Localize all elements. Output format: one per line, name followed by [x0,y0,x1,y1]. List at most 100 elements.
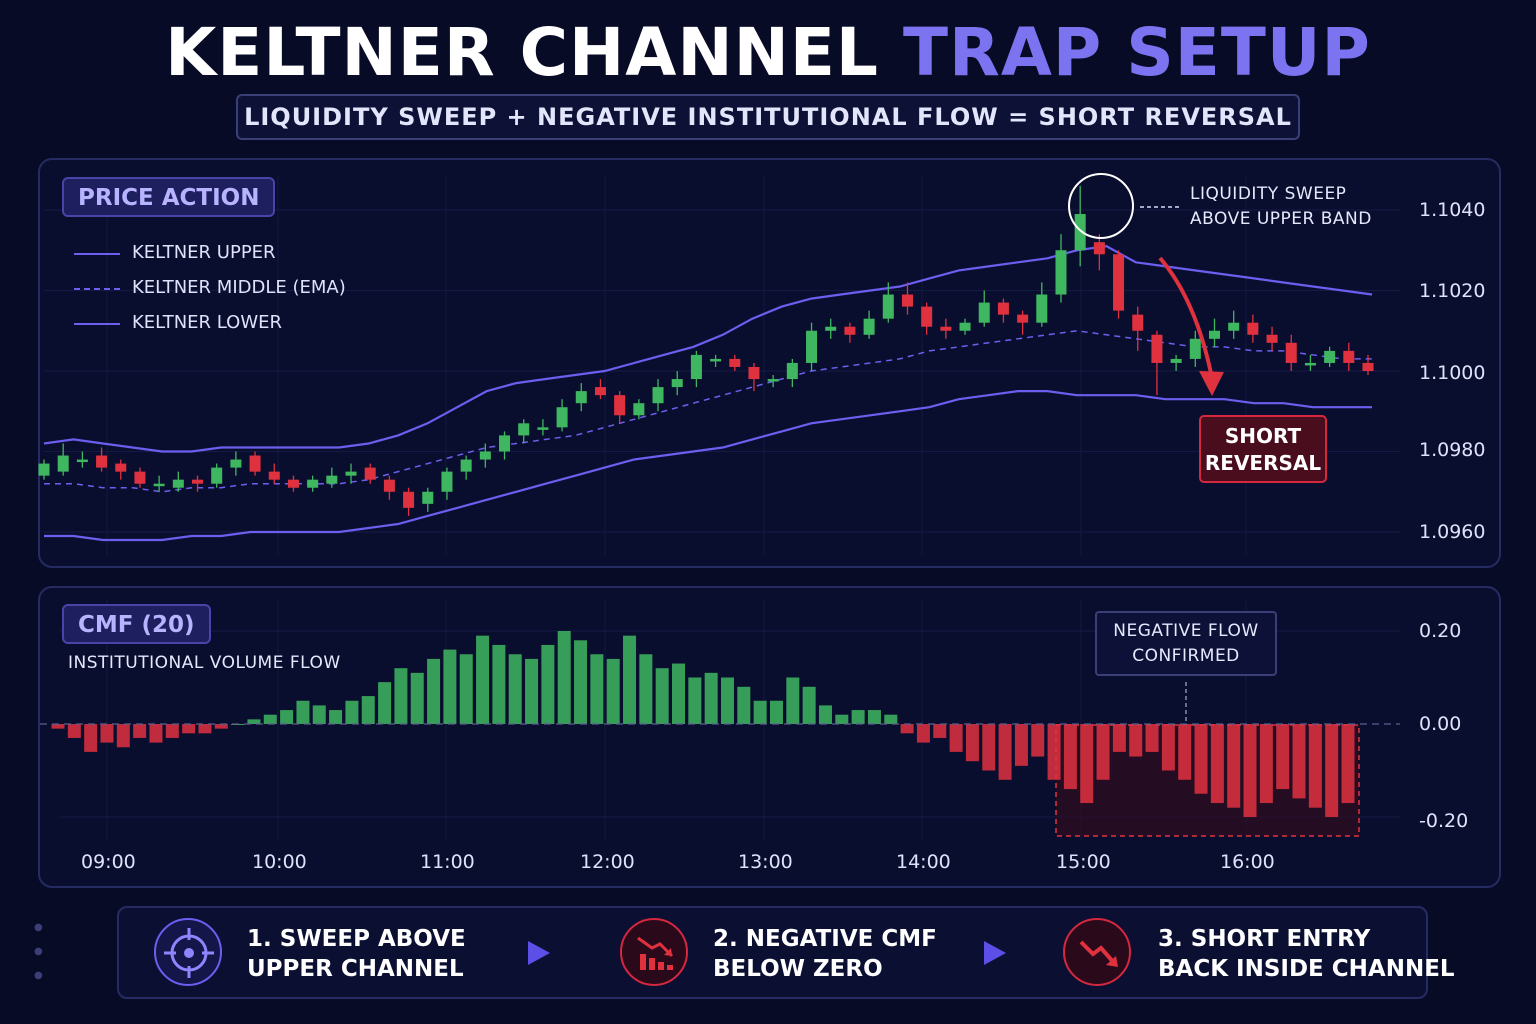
cmf-bar [802,686,816,724]
candle [1266,334,1278,343]
candle [422,491,434,504]
cmf-bar [851,710,865,724]
price-panel-tag: PRICE ACTION [62,177,276,217]
decor-dot: ● [34,970,43,981]
cmf-bar [1096,724,1110,780]
candle [57,455,69,472]
keltner-middle-line [44,330,1372,493]
candle [1017,314,1029,323]
page-title: KELTNER CHANNEL TRAP SETUP [0,14,1536,91]
legend-middle-label: KELTNER MIDDLE (EMA) [132,277,346,298]
cmf-bar [1325,724,1339,817]
cmf-bar [1308,724,1322,808]
candle [1285,342,1297,363]
cmf-bar [949,724,963,752]
cmf-bar [1259,724,1273,804]
cmf-bar [345,700,359,724]
candle [326,475,338,484]
negative-flow-line2: CONFIRMED [1132,646,1240,666]
falling-bars-icon [620,918,688,986]
candle [1247,322,1259,335]
candle [1343,350,1355,363]
candle [287,479,299,488]
legend-lower-swatch [74,323,120,325]
candle [901,294,913,307]
cmf-bar [998,724,1012,780]
cmf-y-tick: 0.20 [1419,620,1462,642]
trend-down-glyph [1079,940,1118,967]
candle [172,479,184,488]
page-subtitle: LIQUIDITY SWEEP + NEGATIVE INSTITUTIONAL… [236,94,1300,140]
cmf-bar [1161,724,1175,771]
trend-down-icon [1063,918,1131,986]
cmf-bar [1031,724,1045,757]
x-tick: 09:00 [81,851,136,873]
cmf-bar [247,719,261,724]
candle [211,467,223,484]
candle [652,387,664,404]
cmf-bar [198,724,212,734]
candle [1113,254,1125,311]
candle [671,379,683,388]
candle [249,455,261,472]
cmf-bar [1129,724,1143,757]
candle [460,459,472,472]
candle [767,379,779,382]
candle [76,459,88,463]
step-3-text: 3. SHORT ENTRY BACK INSIDE CHANNEL [1158,924,1455,984]
cmf-bar [329,710,343,724]
decor-dot: ● [34,946,43,957]
steps-bar [117,906,1428,999]
cmf-bar [51,724,65,729]
cmf-bar [182,724,196,734]
candle [268,471,280,480]
cmf-bar [982,724,996,771]
candle [479,451,491,460]
candle [959,322,971,331]
candle [690,354,702,380]
cmf-bar [1145,724,1159,752]
cmf-bar [394,668,408,724]
cmf-bar [574,640,588,724]
candle [115,463,127,472]
cmf-bar [1341,724,1355,804]
cmf-bar [541,644,555,724]
cmf-bar [312,705,326,724]
cmf-bar [459,654,473,724]
short-arrow-head [1199,371,1224,396]
candle [38,463,50,476]
candle [556,407,568,428]
short-reversal-line1: SHORT [1224,424,1302,448]
candle [403,491,415,508]
short-reversal-line2: REVERSAL [1204,451,1322,475]
candle [940,326,952,331]
candle [729,358,741,367]
cmf-bar [133,724,147,738]
cmf-bar [688,677,702,724]
candle [786,362,798,380]
cmf-bar [67,724,81,738]
candle [997,302,1009,315]
negative-flow-annotation: NEGATIVE FLOW CONFIRMED [1095,611,1277,676]
step-2-line1: 2. NEGATIVE CMF [713,926,937,952]
cmf-bar [639,654,653,724]
cmf-bar [1276,724,1290,790]
price-y-tick: 1.0960 [1419,521,1486,543]
keltner-lower-line [44,390,1372,542]
cmf-bar [933,724,947,738]
step-2-text: 2. NEGATIVE CMF BELOW ZERO [713,924,937,984]
cmf-bar [492,644,506,724]
cmf-bar [786,677,800,724]
cmf-bar [84,724,98,752]
candle [1132,314,1144,331]
legend-upper-label: KELTNER UPPER [132,242,276,263]
cmf-bar [1080,724,1094,804]
cmf-bar [263,714,277,724]
x-tick: 12:00 [580,851,635,873]
candle [192,479,204,484]
cmf-bar [1178,724,1192,780]
candle [806,330,818,363]
cmf-bar [1210,724,1224,804]
candle [383,479,395,492]
cmf-subtitle: INSTITUTIONAL VOLUME FLOW [68,653,341,673]
